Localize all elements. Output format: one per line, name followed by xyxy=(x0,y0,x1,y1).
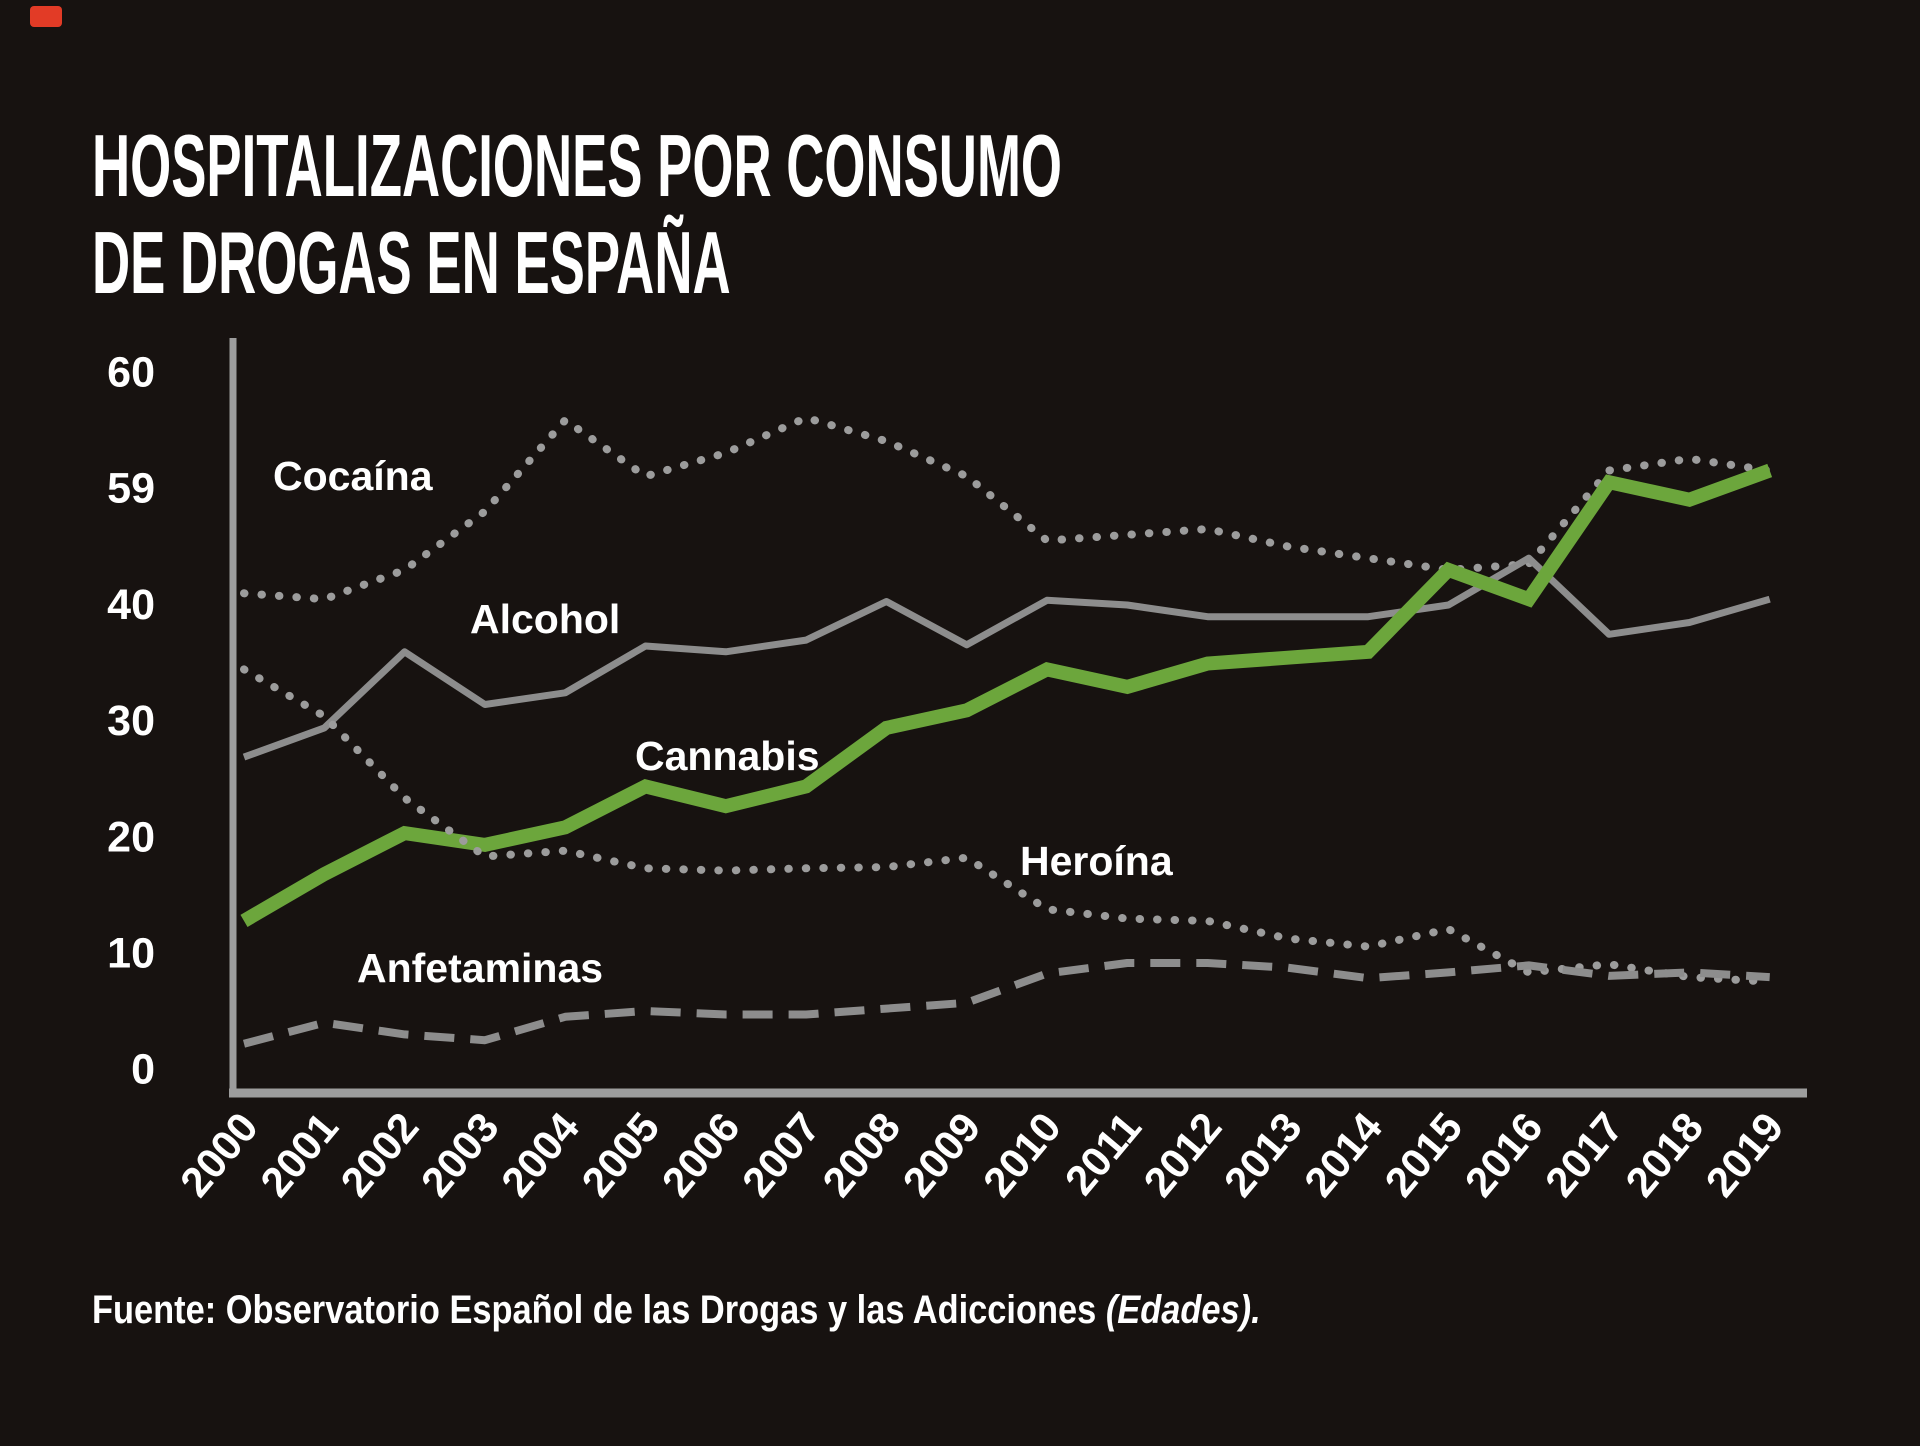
x-tick-label-2016: 2016 xyxy=(1456,1104,1552,1206)
x-tick-label-2011: 2011 xyxy=(1056,1104,1151,1204)
y-tick-label-30: 30 xyxy=(107,697,155,745)
y-tick-label-10: 10 xyxy=(107,929,155,977)
title-line-1: HOSPITALIZACIONES POR CONSUMO xyxy=(92,115,1062,215)
x-axis-tick-labels: 2000200120022003200420052006200720082009… xyxy=(171,1103,1793,1205)
x-tick-label-2006: 2006 xyxy=(653,1104,749,1206)
x-tick-label-2018: 2018 xyxy=(1616,1104,1712,1206)
x-tick-label-2013: 2013 xyxy=(1215,1104,1311,1206)
y-axis-tick-labels: 60 59 40 30 20 10 0 xyxy=(107,348,155,1093)
title-line-2: DE DROGAS EN ESPAÑA xyxy=(92,212,731,312)
y-tick-label-20: 20 xyxy=(107,813,155,861)
x-tick-label-2010: 2010 xyxy=(974,1104,1070,1206)
y-tick-label-0: 0 xyxy=(131,1046,155,1094)
series-group xyxy=(240,413,1774,1048)
series-label-alcohol: Alcohol xyxy=(470,596,620,642)
x-tick-label-2005: 2005 xyxy=(572,1104,668,1206)
y-tick-label-60: 60 xyxy=(107,348,155,396)
x-tick-label-2012: 2012 xyxy=(1134,1104,1230,1206)
source-dataset-name: (Edades). xyxy=(1105,1288,1261,1332)
series-inline-labels: Cocaína Alcohol Cannabis Heroína Anfetaminas xyxy=(273,453,1174,991)
y-tick-label-40: 40 xyxy=(107,581,155,629)
x-tick-label-2015: 2015 xyxy=(1375,1104,1471,1206)
series-line-heroina xyxy=(240,665,1774,986)
series-label-heroina: Heroína xyxy=(1020,838,1174,884)
y-tick-label-59: 59 xyxy=(107,465,155,513)
series-line-anfetaminas xyxy=(242,959,1770,1048)
x-tick-label-2008: 2008 xyxy=(813,1104,909,1206)
x-tick-label-2009: 2009 xyxy=(894,1104,990,1206)
page-title: HOSPITALIZACIONES POR CONSUMO DE DROGAS … xyxy=(92,117,1062,311)
x-tick-label-2002: 2002 xyxy=(331,1104,427,1206)
series-line-alcohol xyxy=(242,554,1771,761)
series-label-anfetaminas: Anfetaminas xyxy=(357,945,603,991)
x-tick-label-2014: 2014 xyxy=(1295,1103,1391,1205)
series-label-cannabis: Cannabis xyxy=(635,733,820,779)
series-label-cocaina: Cocaína xyxy=(273,453,434,499)
x-tick-label-2000: 2000 xyxy=(171,1104,267,1206)
x-tick-label-2001: 2001 xyxy=(251,1104,347,1206)
x-tick-label-2003: 2003 xyxy=(412,1104,508,1206)
x-tick-label-2019: 2019 xyxy=(1697,1104,1793,1206)
source-attribution: Fuente: Observatorio Español de las Drog… xyxy=(92,1288,1261,1333)
series-line-cannabis xyxy=(240,463,1773,927)
brand-logo-mark xyxy=(30,6,62,27)
x-tick-label-2017: 2017 xyxy=(1536,1104,1632,1206)
source-text: Fuente: Observatorio Español de las Drog… xyxy=(92,1288,1106,1332)
x-tick-label-2004: 2004 xyxy=(492,1103,588,1205)
x-tick-label-2007: 2007 xyxy=(733,1104,829,1206)
